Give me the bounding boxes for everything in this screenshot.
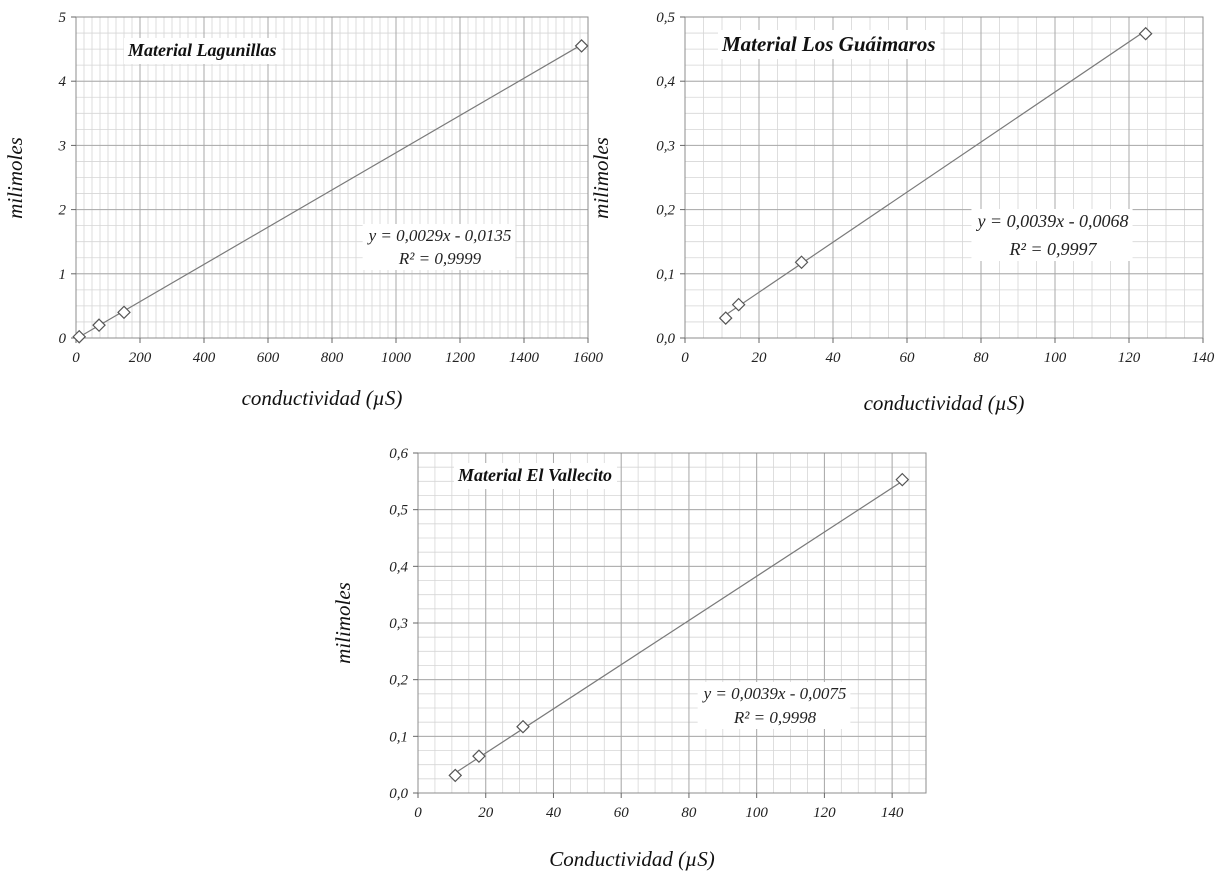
chart-2: 0 20 40 60 80 100 120 140 0,0 0,1 0,2 0,3 0,4 0,5 Mate… (589, 10, 1215, 415)
r-squared-label: R² = 0,9999 (398, 249, 482, 268)
data-point (731, 297, 746, 312)
title-background (124, 38, 282, 64)
x-axis-label: conductividad (µS) (242, 386, 403, 410)
y-tick-label: 5 (59, 10, 67, 26)
data-point (72, 329, 87, 344)
y-tick-label: 1 (59, 267, 67, 283)
data-point (516, 719, 530, 734)
y-tick-label: 0,6 (389, 446, 408, 462)
chart-title: Material El Vallecito (457, 465, 612, 485)
x-axis-label: Conductividad (µS) (549, 847, 715, 871)
r-squared-label: R² = 0,9997 (1008, 239, 1097, 259)
x-tick-label: 1000 (381, 350, 412, 366)
y-tick-label: 0,4 (656, 74, 675, 90)
data-point (92, 318, 106, 333)
x-tick-label: 1200 (445, 350, 476, 366)
r-squared-label: R² = 0,9998 (733, 708, 817, 727)
trendline-equation: y = 0,0029x - 0,0135 (367, 226, 512, 245)
x-axis-label: conductividad (µS) (864, 391, 1025, 415)
data-point (1138, 26, 1153, 41)
trendline-equation: y = 0,0039x - 0,0075 (702, 684, 847, 703)
title-background (718, 30, 941, 59)
x-tick-label: 80 (974, 350, 990, 366)
y-tick-label: 0,4 (389, 559, 408, 575)
x-tick-label: 600 (257, 350, 280, 366)
x-tick-label: 100 (745, 805, 768, 821)
data-point (472, 749, 486, 764)
y-tick-label: 0,2 (656, 203, 675, 219)
x-tick-label: 120 (813, 805, 836, 821)
data-point (117, 305, 131, 320)
y-tick-label: 0,3 (389, 616, 408, 632)
y-axis-label: milimoles (331, 582, 355, 664)
x-tick-label: 0 (72, 350, 80, 366)
x-tick-label: 200 (129, 350, 152, 366)
x-tick-label: 1600 (573, 350, 604, 366)
x-tick-label: 120 (1118, 350, 1141, 366)
x-tick-label: 20 (478, 805, 494, 821)
y-tick-label: 0,2 (389, 673, 408, 689)
y-tick-label: 3 (58, 138, 67, 154)
y-tick-label: 0,0 (389, 786, 408, 802)
equation-background (362, 224, 516, 270)
data-point (574, 39, 589, 53)
trendline (721, 30, 1146, 318)
y-axis-label: milimoles (589, 137, 613, 219)
y-tick-label: 2 (59, 203, 67, 219)
y-tick-label: 0,5 (389, 503, 408, 519)
chart-title: Material Lagunillas (127, 40, 277, 60)
x-tick-label: 20 (752, 350, 768, 366)
chart-1: 0 200 400 600 800 1000 1200 1400 1600 0 1 2 3 4 5 Mater… (3, 10, 604, 410)
y-tick-label: 0 (59, 331, 67, 347)
title-background (454, 463, 618, 489)
x-tick-label: 140 (881, 805, 904, 821)
equation-background (697, 682, 851, 729)
x-tick-label: 0 (414, 805, 422, 821)
equation-background (971, 209, 1133, 261)
y-tick-label: 0,5 (656, 10, 675, 26)
chart-3: 0 20 40 60 80 100 120 140 0,0 0,1 0,2 0,3 0,4 0,5 0,6 M… (331, 446, 927, 871)
x-tick-label: 60 (900, 350, 916, 366)
x-tick-label: 1400 (509, 350, 540, 366)
trendline (75, 44, 582, 340)
y-tick-label: 0,3 (656, 138, 675, 154)
x-tick-label: 100 (1044, 350, 1067, 366)
trendline-equation: y = 0,0039x - 0,0068 (975, 211, 1128, 231)
x-tick-label: 800 (321, 350, 344, 366)
y-tick-label: 0,1 (389, 729, 408, 745)
x-tick-label: 400 (193, 350, 216, 366)
chart-title: Material Los Guáimaros (721, 32, 936, 56)
data-point (794, 255, 809, 270)
x-tick-label: 140 (1192, 350, 1215, 366)
data-point (448, 768, 463, 783)
x-tick-label: 40 (826, 350, 842, 366)
x-tick-label: 40 (546, 805, 562, 821)
x-tick-label: 80 (681, 805, 697, 821)
data-point (718, 311, 733, 325)
y-tick-label: 4 (59, 74, 67, 90)
x-tick-label: 0 (681, 350, 689, 366)
data-point (895, 472, 910, 487)
y-axis-label: milimoles (3, 137, 27, 219)
y-tick-label: 0,1 (656, 267, 675, 283)
x-tick-label: 60 (614, 805, 630, 821)
y-tick-label: 0,0 (656, 331, 675, 347)
plot-area-border (684, 16, 1204, 339)
